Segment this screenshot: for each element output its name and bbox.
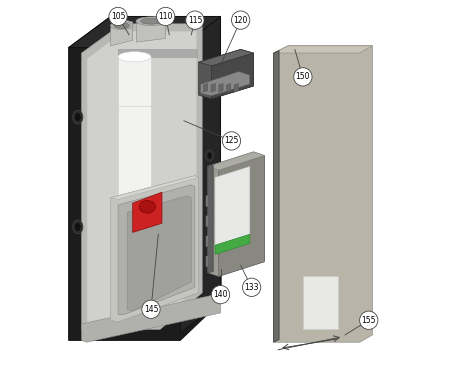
Polygon shape: [227, 83, 231, 92]
Polygon shape: [118, 185, 195, 315]
Text: 120: 120: [234, 16, 248, 25]
Circle shape: [243, 278, 261, 296]
Polygon shape: [111, 176, 199, 322]
Polygon shape: [219, 156, 264, 276]
Ellipse shape: [74, 113, 81, 122]
Ellipse shape: [118, 52, 151, 62]
Ellipse shape: [206, 150, 214, 161]
Polygon shape: [273, 51, 279, 342]
Circle shape: [186, 11, 204, 29]
Polygon shape: [211, 53, 254, 99]
Circle shape: [231, 11, 250, 29]
Text: 125: 125: [224, 137, 239, 145]
Circle shape: [211, 285, 230, 304]
Polygon shape: [111, 176, 199, 199]
Polygon shape: [201, 71, 250, 96]
Polygon shape: [69, 16, 220, 340]
Polygon shape: [206, 235, 209, 247]
Ellipse shape: [110, 22, 133, 30]
Ellipse shape: [141, 18, 161, 24]
Polygon shape: [199, 49, 254, 99]
Polygon shape: [215, 234, 250, 254]
Text: 140: 140: [213, 290, 228, 299]
Polygon shape: [137, 16, 165, 42]
Polygon shape: [118, 57, 151, 267]
Circle shape: [109, 7, 127, 26]
Polygon shape: [180, 16, 220, 333]
Text: 105: 105: [111, 12, 125, 21]
Polygon shape: [208, 152, 264, 276]
Polygon shape: [219, 83, 223, 92]
Polygon shape: [133, 192, 162, 232]
Polygon shape: [303, 276, 337, 329]
Polygon shape: [203, 83, 208, 92]
Text: 110: 110: [158, 12, 173, 21]
Polygon shape: [273, 46, 373, 53]
Polygon shape: [69, 16, 220, 48]
Polygon shape: [199, 49, 254, 66]
Ellipse shape: [73, 220, 83, 234]
Ellipse shape: [114, 23, 129, 29]
Polygon shape: [206, 215, 209, 227]
Circle shape: [156, 7, 175, 26]
Polygon shape: [208, 152, 264, 170]
Text: 150: 150: [296, 72, 310, 81]
Polygon shape: [206, 255, 209, 267]
Ellipse shape: [118, 262, 151, 272]
Ellipse shape: [139, 201, 155, 213]
Ellipse shape: [207, 152, 212, 159]
Text: 115: 115: [188, 16, 202, 25]
Ellipse shape: [73, 110, 83, 124]
Ellipse shape: [136, 17, 166, 26]
Circle shape: [222, 132, 241, 150]
Text: 145: 145: [144, 305, 158, 314]
Polygon shape: [111, 20, 133, 46]
Polygon shape: [82, 24, 202, 329]
Polygon shape: [206, 195, 209, 207]
Circle shape: [294, 68, 312, 86]
Ellipse shape: [74, 223, 81, 231]
Circle shape: [360, 311, 378, 329]
Polygon shape: [273, 46, 373, 342]
Polygon shape: [87, 31, 197, 324]
Text: 155: 155: [362, 316, 376, 325]
Polygon shape: [215, 167, 250, 245]
Polygon shape: [211, 83, 215, 92]
Circle shape: [142, 300, 160, 318]
Polygon shape: [118, 49, 197, 57]
Text: 133: 133: [245, 283, 259, 292]
Polygon shape: [82, 295, 220, 342]
Polygon shape: [127, 196, 191, 311]
Polygon shape: [208, 165, 213, 273]
Polygon shape: [234, 83, 238, 92]
